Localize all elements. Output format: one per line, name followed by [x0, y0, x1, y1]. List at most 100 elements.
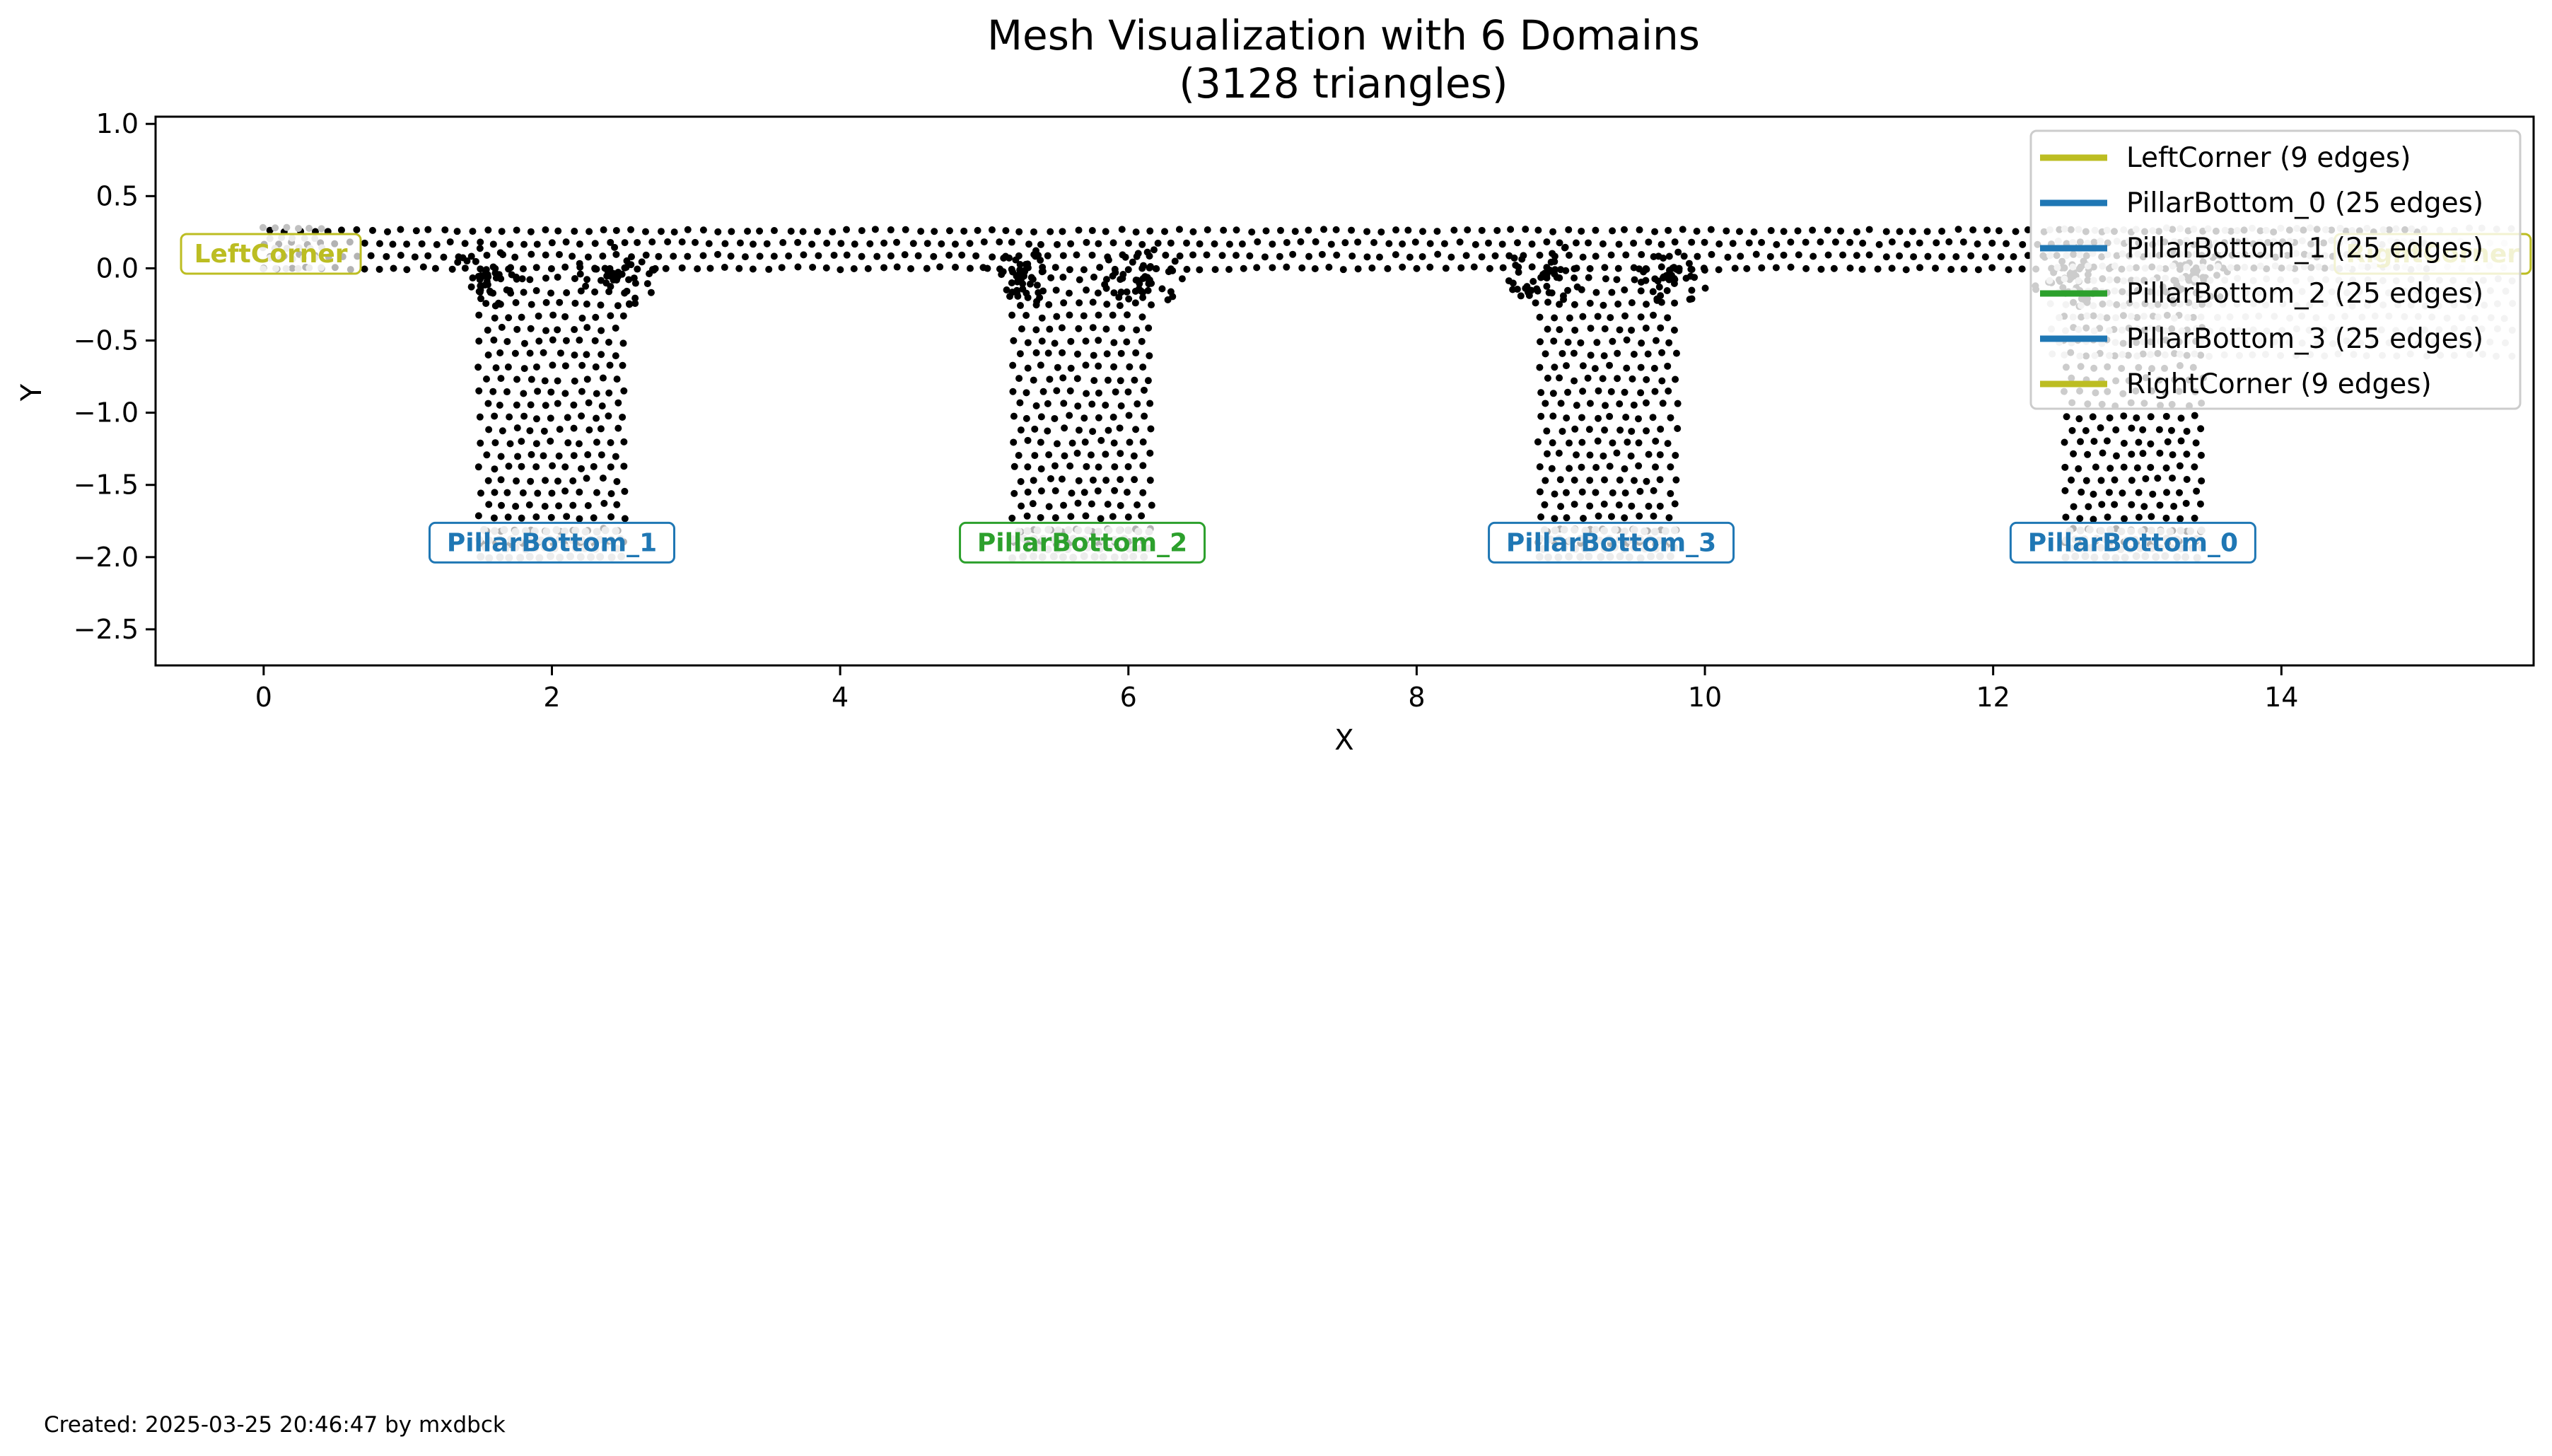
mesh-node [1089, 428, 1097, 436]
mesh-node [1745, 239, 1753, 247]
mesh-node [2121, 515, 2128, 523]
mesh-node [1645, 502, 1653, 510]
mesh-node [571, 351, 578, 359]
mesh-node [542, 226, 549, 233]
mesh-node [1082, 512, 1090, 520]
mesh-node [2061, 463, 2069, 471]
mesh-node [1348, 226, 1356, 234]
mesh-node [1859, 239, 1867, 247]
mesh-node [2063, 413, 2070, 421]
mesh-node [556, 426, 564, 433]
mesh-node [520, 365, 528, 373]
mesh-node [2147, 440, 2155, 448]
mesh-node [2191, 514, 2198, 522]
mesh-node [1573, 283, 1581, 291]
mesh-node [1584, 374, 1592, 382]
mesh-node [1073, 449, 1081, 457]
mesh-node [1896, 228, 1904, 235]
mesh-node [1404, 226, 1412, 234]
mesh-node [583, 276, 591, 284]
mesh-node [1146, 449, 1154, 457]
mesh-node [482, 375, 490, 383]
mesh-node [1075, 226, 1083, 234]
mesh-node [1546, 266, 1554, 274]
mesh-node [1044, 349, 1052, 357]
mesh-node [1564, 286, 1572, 294]
mesh-node [1109, 413, 1117, 421]
mesh-node [1571, 301, 1578, 308]
mesh-node [2111, 476, 2119, 484]
mesh-node [1246, 252, 1254, 260]
mesh-node [2156, 449, 2164, 457]
mesh-node [1638, 339, 1645, 347]
mesh-node [1645, 450, 1653, 458]
mesh-node [627, 261, 635, 269]
mesh-node [1059, 274, 1067, 281]
mesh-node [600, 226, 607, 234]
mesh-node [1670, 326, 1678, 334]
mesh-node [1578, 438, 1586, 446]
mesh-node [1117, 476, 1124, 484]
mesh-node [584, 501, 592, 509]
mesh-node [1656, 476, 1664, 484]
mesh-node [489, 240, 497, 248]
mesh-node [1363, 253, 1371, 261]
mesh-node [2103, 437, 2111, 445]
mesh-node [621, 487, 629, 495]
mesh-node [1033, 281, 1041, 289]
mesh-node [1081, 438, 1089, 446]
mesh-node [1621, 286, 1628, 294]
mesh-node [1595, 414, 1602, 422]
mesh-node [482, 266, 490, 274]
domain-label: PillarBottom_3 [1506, 528, 1716, 557]
mesh-node [2176, 489, 2184, 496]
mesh-node [2170, 503, 2178, 511]
mesh-node [1059, 349, 1066, 356]
mesh-node [830, 251, 838, 259]
mesh-node [1933, 239, 1940, 247]
mesh-node [607, 238, 614, 246]
mesh-node [469, 274, 477, 282]
mesh-node [295, 225, 303, 233]
mesh-node [1017, 426, 1025, 434]
mesh-node [1688, 286, 1696, 294]
mesh-node [532, 264, 540, 272]
mesh-node [474, 512, 482, 520]
mesh-node [1139, 489, 1147, 496]
mesh-node [1019, 280, 1027, 288]
mesh-node [526, 349, 534, 357]
mesh-node [526, 276, 534, 284]
mesh-node [1606, 412, 1614, 420]
mesh-node [1363, 228, 1371, 235]
mesh-node [1609, 439, 1616, 447]
mesh-node [936, 263, 944, 271]
mesh-node [361, 239, 368, 247]
mesh-node [1586, 477, 1594, 484]
mesh-node [1076, 426, 1083, 434]
mesh-node [1067, 337, 1075, 345]
mesh-node [571, 228, 578, 235]
mesh-node [485, 501, 493, 508]
mesh-node [2012, 228, 2020, 235]
mesh-node [459, 254, 467, 262]
mesh-node [1621, 489, 1629, 497]
mesh-node [554, 377, 561, 385]
mesh-node [476, 245, 484, 252]
mesh-node [1418, 252, 1426, 260]
mesh-node [2084, 450, 2092, 458]
mesh-node [2139, 426, 2147, 433]
mesh-node [1052, 286, 1060, 294]
mesh-node [1544, 325, 1551, 333]
mesh-node [1090, 273, 1097, 281]
mesh-node [602, 279, 610, 287]
mesh-node [578, 361, 586, 369]
mesh-node [1670, 279, 1678, 287]
mesh-node [1667, 490, 1674, 498]
mesh-node [655, 252, 663, 260]
mesh-node [520, 412, 528, 420]
mesh-node [1399, 263, 1406, 271]
mesh-node [1882, 253, 1890, 261]
mesh-node [1054, 240, 1061, 248]
mesh-node [1006, 293, 1014, 301]
mesh-node [1138, 337, 1146, 345]
